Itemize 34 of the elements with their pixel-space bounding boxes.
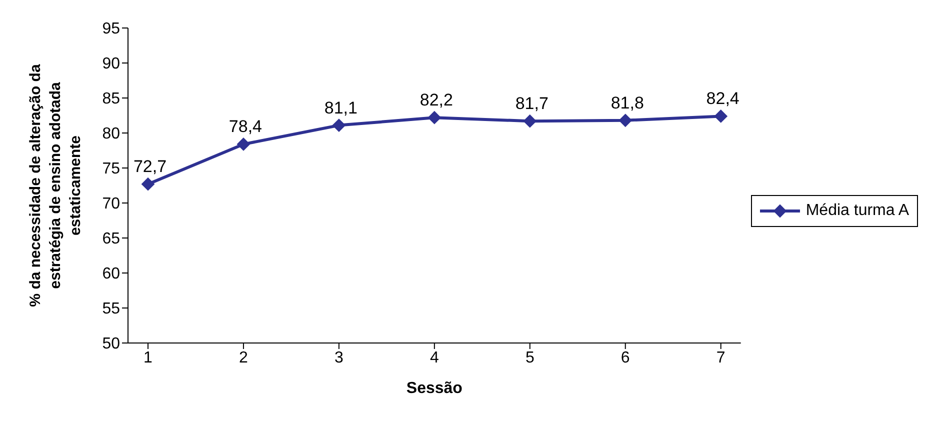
x-tick-label: 2	[239, 349, 248, 366]
x-tick-label: 7	[716, 349, 726, 366]
y-tick-label: 60	[102, 266, 120, 283]
legend-label: Média turma A	[806, 202, 909, 220]
x-tick-label: 4	[430, 349, 439, 366]
y-tick-label: 95	[102, 20, 120, 38]
y-tick-label: 50	[102, 336, 120, 353]
x-tick-label: 5	[525, 349, 534, 366]
y-tick-label: 75	[102, 160, 120, 178]
point	[236, 138, 250, 151]
y-axis-title: % da necessidade de alteração da estratégia de ensino adotada estaticamente	[27, 64, 84, 307]
data-label: 81,1	[324, 98, 358, 118]
point	[332, 118, 346, 132]
data-label: 72,7	[133, 157, 167, 176]
x-tick-label: 6	[620, 349, 630, 366]
y-tick-label: 80	[102, 126, 120, 143]
y-tick-label: 90	[102, 56, 120, 73]
data-label: 81,8	[610, 93, 644, 112]
y-tick-label: 65	[102, 230, 120, 248]
y-tick-label: 55	[102, 300, 120, 318]
x-tick-label: 1	[144, 349, 153, 366]
data-label: 78,4	[228, 117, 262, 136]
x-tick-label: 3	[334, 349, 344, 366]
point	[428, 111, 441, 124]
point	[523, 114, 536, 128]
x-axis-title: Sessão	[406, 380, 463, 397]
data-label: 82,2	[420, 90, 453, 110]
point	[714, 110, 728, 123]
point	[618, 114, 632, 127]
data-label: 82,4	[706, 89, 740, 108]
point	[142, 178, 154, 191]
y-tick-label: 70	[102, 196, 120, 213]
data-label: 81,7	[515, 94, 548, 114]
y-tick-label: 85	[102, 90, 120, 108]
